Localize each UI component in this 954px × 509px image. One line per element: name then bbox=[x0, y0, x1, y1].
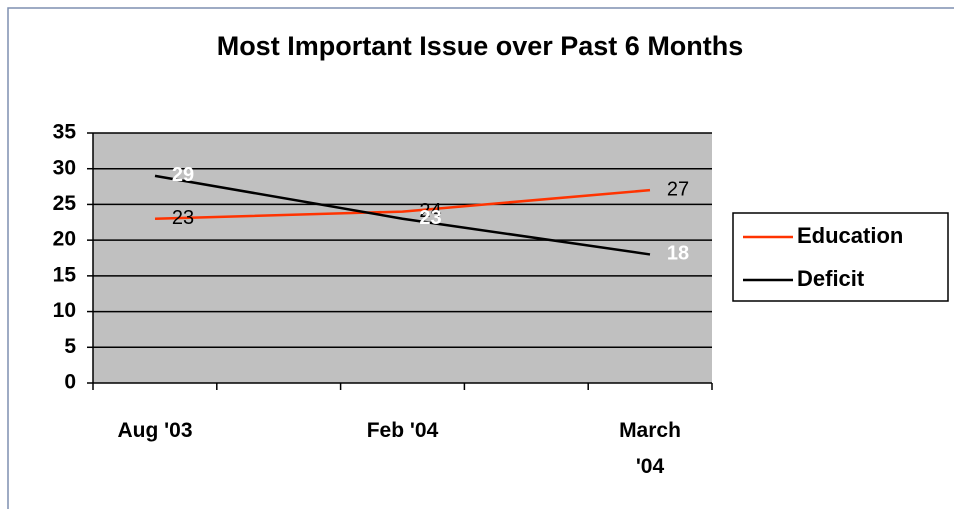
data-label: 27 bbox=[667, 178, 689, 200]
x-tick-label: March '04 bbox=[619, 419, 681, 478]
x-tick-label: Aug '03 bbox=[117, 419, 193, 442]
y-tick-label: 0 bbox=[64, 371, 76, 394]
y-tick-label: 10 bbox=[53, 299, 76, 322]
y-tick-label: 5 bbox=[64, 335, 76, 358]
data-label: 18 bbox=[667, 243, 689, 265]
series-line bbox=[154, 188, 651, 220]
x-tick-label: Feb '04 bbox=[366, 419, 439, 442]
data-label: 24 bbox=[419, 200, 441, 222]
data-label: 29 bbox=[172, 164, 194, 186]
chart-title: Most Important Issue over Past 6 Months bbox=[217, 31, 744, 61]
legend-box bbox=[732, 212, 949, 302]
data-label: 23 bbox=[172, 207, 194, 229]
data-label: 23 bbox=[419, 207, 441, 229]
frame bbox=[7, 7, 954, 509]
y-tick-label: 15 bbox=[53, 263, 77, 286]
plot-area bbox=[93, 133, 712, 383]
y-tick-label: 35 bbox=[53, 121, 77, 144]
y-tick-label: 30 bbox=[53, 156, 76, 179]
y-tick-label: 25 bbox=[53, 192, 77, 215]
legend-label: Education bbox=[797, 223, 903, 248]
y-tick-label: 20 bbox=[53, 228, 76, 251]
series-line bbox=[154, 174, 651, 256]
legend-label: Deficit bbox=[797, 266, 865, 291]
